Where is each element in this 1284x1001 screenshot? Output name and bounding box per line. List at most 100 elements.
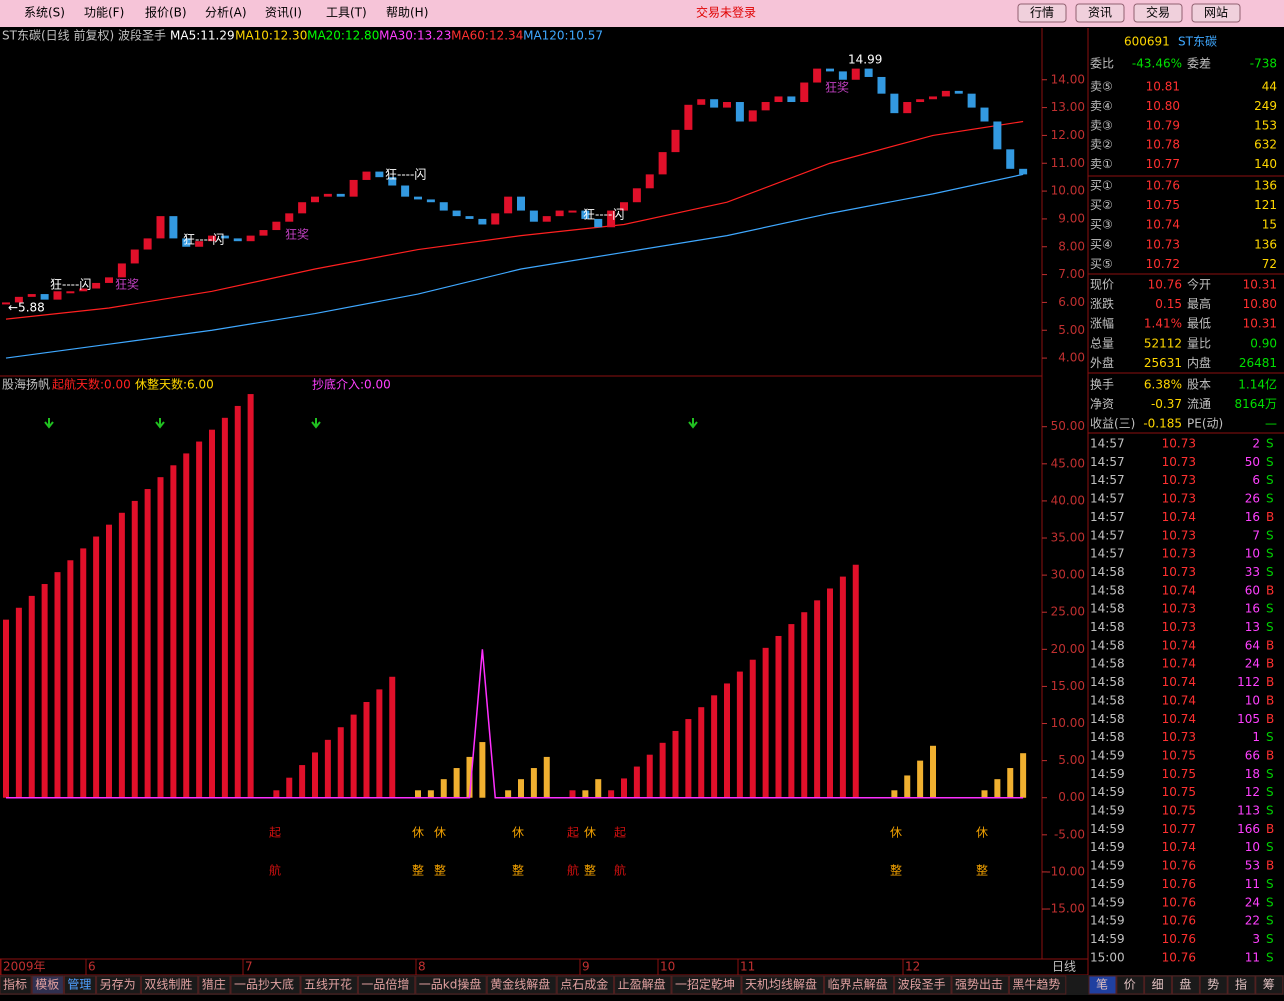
tab[interactable] [556, 975, 615, 995]
side-tab-label[interactable]: 价 [1124, 978, 1136, 992]
y-tick-label: 15.00 [1051, 679, 1085, 693]
tab[interactable] [671, 975, 742, 995]
menu-item[interactable]: 帮助(H) [386, 6, 428, 20]
tab-label[interactable]: 管理 [67, 977, 91, 992]
tab-label[interactable]: 黑牛趋势 [1012, 977, 1060, 992]
menu-button[interactable] [1191, 3, 1241, 23]
quote-cell: 委比 [1090, 57, 1114, 71]
quote-cell: B [1266, 859, 1274, 873]
side-tab[interactable] [1199, 975, 1228, 995]
quote-cell: -0.37 [1151, 397, 1182, 411]
side-tab-label[interactable]: 指 [1235, 977, 1247, 992]
signal-arrow [155, 418, 165, 429]
tab[interactable] [614, 975, 672, 995]
quote-cell: 内盘 [1187, 355, 1211, 370]
tab[interactable] [824, 975, 895, 995]
side-tab[interactable] [1116, 975, 1145, 995]
side-tab-label[interactable]: 笔 [1096, 977, 1108, 992]
side-tab[interactable] [1255, 975, 1284, 995]
menu-button[interactable] [1075, 3, 1125, 23]
tab-label[interactable]: 黄金线解盘 [490, 977, 550, 992]
tab[interactable] [198, 975, 231, 995]
tab[interactable] [96, 975, 141, 995]
tab-label[interactable]: 波段圣手 [898, 977, 946, 992]
bar [80, 548, 87, 798]
tab-label[interactable]: 指标 [3, 977, 27, 992]
tab[interactable] [1008, 975, 1067, 995]
tab-label[interactable]: 双线制胜 [144, 977, 192, 992]
tab-label[interactable]: 另存为 [100, 978, 136, 992]
tab-label[interactable]: 一品kd操盘 [419, 977, 482, 992]
tab-label[interactable]: 止盈解盘 [618, 977, 666, 992]
bar [518, 779, 524, 798]
quote-cell: 10.74 [1162, 693, 1196, 707]
bar [324, 739, 331, 798]
tab[interactable] [0, 975, 32, 995]
side-tab-label[interactable]: 势 [1207, 978, 1219, 992]
tab[interactable] [357, 975, 416, 995]
quote-cell: 10.31 [1243, 278, 1277, 292]
candle [53, 291, 62, 300]
date-label: 10 [660, 960, 675, 974]
tab[interactable] [63, 975, 97, 995]
side-tab-label[interactable]: 细 [1152, 978, 1164, 992]
menu-item[interactable]: 功能(F) [84, 6, 124, 20]
menu-button-label[interactable]: 行情 [1030, 6, 1054, 20]
menu-button-label[interactable]: 资讯 [1088, 6, 1112, 20]
candle [916, 99, 925, 103]
menu-button-label[interactable]: 网站 [1204, 6, 1228, 20]
tab-label[interactable]: 一品倍增 [361, 977, 409, 992]
y-tick-label: 12.00 [1051, 128, 1085, 142]
quote-cell: 53 [1245, 859, 1260, 873]
side-tab[interactable] [1227, 975, 1256, 995]
menu-item[interactable]: 资讯(I) [265, 6, 302, 20]
side-tab-label[interactable]: 盘 [1179, 977, 1191, 992]
tab[interactable] [741, 975, 825, 995]
tab[interactable] [415, 975, 487, 995]
candle [800, 82, 809, 103]
quote-cell: 64 [1245, 638, 1260, 652]
tab-label[interactable]: 天机均线解盘 [745, 977, 817, 992]
tab-label[interactable]: 一招定乾坤 [675, 977, 735, 992]
tab-label[interactable]: 猎庄 [202, 977, 226, 992]
menu-button[interactable] [1017, 3, 1067, 23]
tab[interactable] [230, 975, 301, 995]
menu-button[interactable] [1133, 3, 1183, 23]
bar [814, 600, 821, 798]
tab[interactable] [486, 975, 557, 995]
tab-label[interactable]: 一品抄大底 [234, 977, 294, 992]
bar [505, 790, 512, 798]
quote-cell: 14:59 [1090, 840, 1125, 854]
menu-item[interactable]: 报价(B) [145, 5, 187, 20]
tab-label[interactable]: 强势出击 [955, 978, 1003, 992]
tab-label[interactable]: 临界点解盘 [828, 977, 888, 992]
candle [529, 210, 538, 222]
annotation-top: 起 [269, 826, 281, 840]
side-tab[interactable] [1088, 975, 1117, 995]
quote-cell: 量比 [1187, 336, 1211, 350]
quote-cell: 10.75 [1162, 767, 1196, 781]
side-tab-label[interactable]: 筹 [1263, 978, 1275, 992]
tab[interactable] [951, 975, 1009, 995]
menu-item[interactable]: 系统(S) [24, 6, 65, 20]
candle [439, 202, 448, 211]
quote-cell: 249 [1254, 99, 1277, 113]
tab-label[interactable]: 点石成金 [560, 977, 608, 992]
side-tab[interactable] [1171, 975, 1200, 995]
side-tab[interactable] [1144, 975, 1173, 995]
quote-cell: S [1266, 730, 1274, 744]
menu-item[interactable]: 分析(A) [205, 6, 247, 20]
tab-label[interactable]: 模板 [35, 978, 59, 992]
tab[interactable] [894, 975, 952, 995]
tab-label[interactable]: 五线开花 [304, 977, 352, 992]
quote-cell: 最低 [1187, 317, 1211, 331]
quote-cell: 10.73 [1162, 473, 1196, 487]
menu-item[interactable]: 工具(T) [326, 6, 367, 20]
tab[interactable] [31, 975, 64, 995]
menu-button-label[interactable]: 交易 [1146, 5, 1170, 20]
quote-cell: 10.76 [1146, 179, 1180, 193]
bar [530, 768, 537, 798]
quote-cell: 12 [1245, 785, 1260, 799]
tab[interactable] [300, 975, 358, 995]
tab[interactable] [140, 975, 199, 995]
